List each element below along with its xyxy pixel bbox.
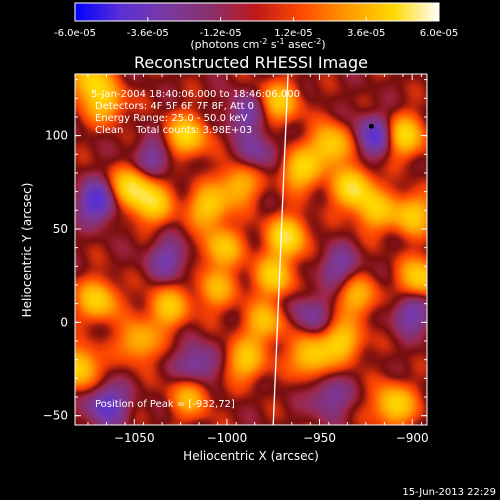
- generation-timestamp: 15-Jun-2013 22:29: [402, 487, 496, 498]
- annotation-total-counts: Clean Total counts: 3.98E+03: [95, 125, 252, 136]
- chart-title: Reconstructed RHESSI Image: [134, 53, 368, 72]
- plot-area: [74, 73, 428, 426]
- y-axis-label: Heliocentric Y (arcsec): [20, 183, 34, 318]
- peak-marker: [368, 123, 374, 129]
- info-annotations: 5-Jan-2004 18:40:06.000 to 18:46:06.000 …: [91, 89, 300, 410]
- colorbar-units: (photons cm-2 s-1 asec-2): [190, 37, 325, 51]
- annotation-time-range: 5-Jan-2004 18:40:06.000 to 18:46:06.000: [91, 89, 300, 100]
- y-tick-label: 50: [53, 222, 68, 236]
- colorbar-gradient: [74, 2, 440, 22]
- x-tick-label: −1050: [114, 431, 155, 445]
- annotation-detectors: Detectors: 4F 5F 6F 7F 8F, Att 0: [95, 101, 254, 112]
- x-tick-labels: −1050 −1000 −950 −900: [114, 431, 429, 445]
- colorbar-tick-label: -6.0e-05: [54, 28, 96, 39]
- x-axis-label: Heliocentric X (arcsec): [183, 449, 319, 463]
- y-tick-labels: −50 0 50 100: [43, 129, 68, 423]
- colorbar-tick-label: -1.2e-05: [200, 28, 242, 39]
- y-tick-label: 0: [60, 315, 68, 329]
- axis-ticks: [75, 74, 427, 425]
- annotation-energy-range: Energy Range: 25.0 - 50.0 keV: [95, 113, 248, 124]
- solar-limb-line: [272, 74, 289, 425]
- y-tick-label: 100: [45, 129, 68, 143]
- colorbar-ticks: -6.0e-05 -3.6e-05 -1.2e-05 1.2e-05 3.6e-05 6.…: [54, 17, 458, 39]
- heatmap-canvas: [75, 74, 427, 425]
- colorbar-tick-label: 1.2e-05: [274, 28, 312, 39]
- plot-frame: [74, 73, 428, 426]
- y-tick-label: −50: [43, 409, 68, 423]
- x-tick-label: −950: [303, 431, 336, 445]
- x-tick-label: −900: [396, 431, 429, 445]
- colorbar-tick-label: 3.6e-05: [347, 28, 385, 39]
- colorbar: -6.0e-05 -3.6e-05 -1.2e-05 1.2e-05 3.6e-05 6.…: [54, 2, 458, 51]
- colorbar-tick-label: -3.6e-05: [127, 28, 169, 39]
- colorbar-tick-label: 6.0e-05: [420, 28, 458, 39]
- x-tick-label: −1000: [207, 431, 248, 445]
- peak-position-label: Position of Peak = [-932,72]: [95, 399, 235, 410]
